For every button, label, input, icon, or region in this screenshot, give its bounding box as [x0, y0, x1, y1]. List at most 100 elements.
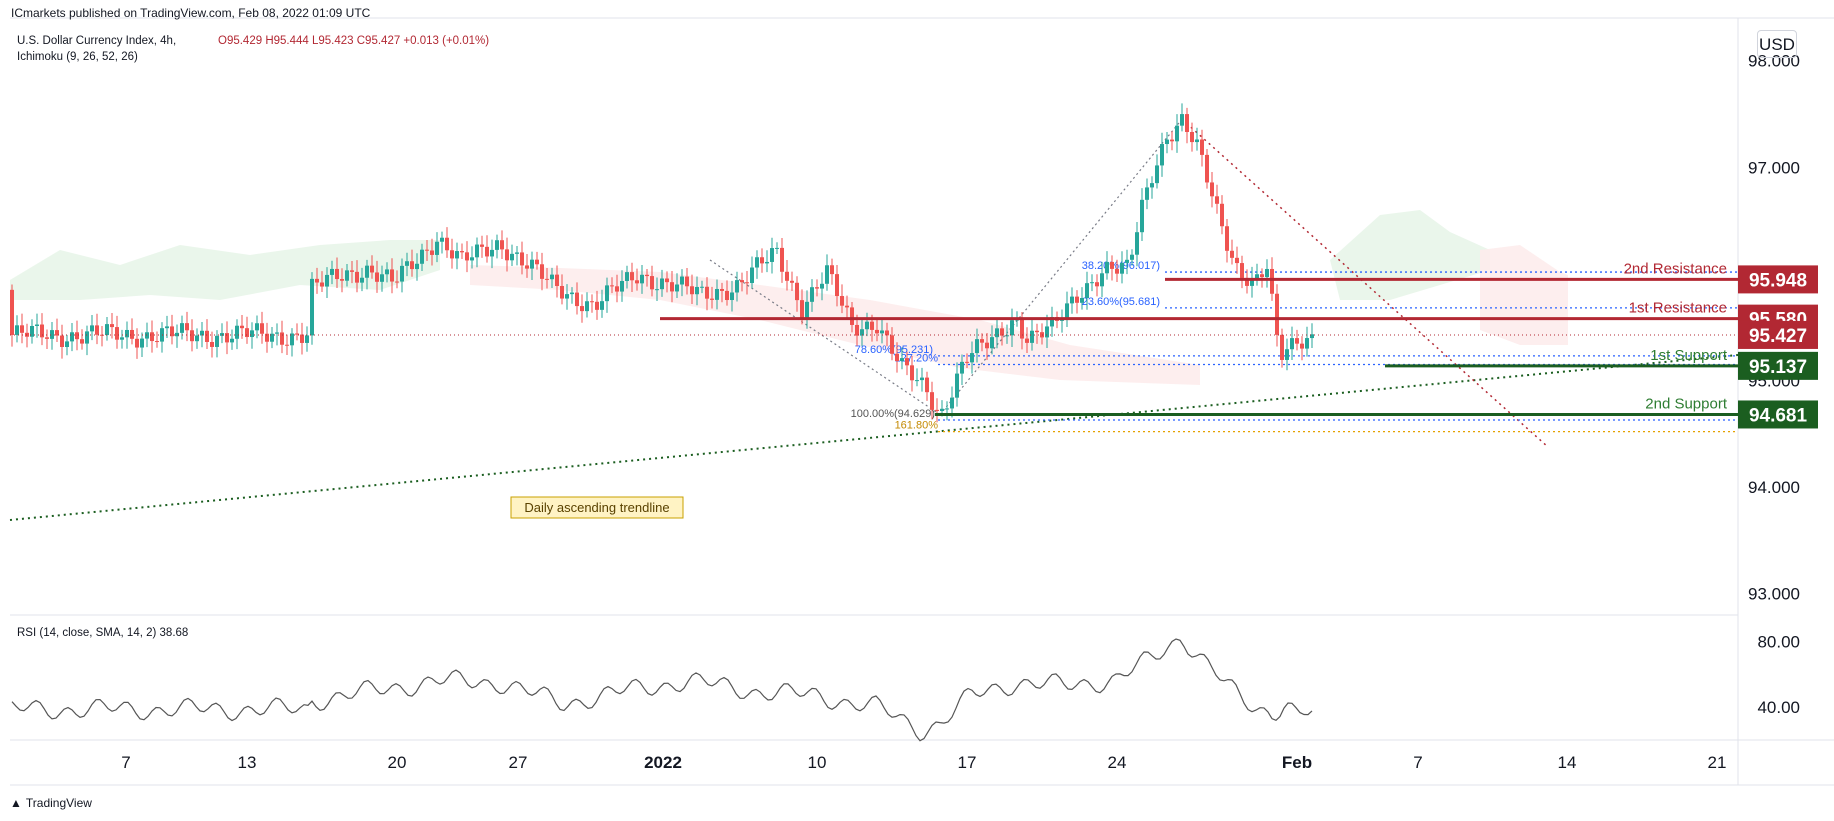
level-label: 2nd Support	[1645, 395, 1728, 412]
candle-body	[645, 274, 649, 277]
candle-body	[125, 329, 129, 338]
candle-body	[900, 358, 904, 361]
candle-body	[895, 353, 899, 361]
price-label-box	[1738, 351, 1818, 380]
candle-body	[1210, 182, 1214, 197]
candle-body	[515, 252, 519, 254]
candle-body	[1155, 165, 1159, 184]
price-label-box	[1738, 265, 1818, 294]
candle-body	[130, 329, 134, 339]
fib-swing-line	[939, 118, 1183, 415]
rsi-line	[11, 638, 1313, 742]
candle-body	[470, 257, 474, 261]
candle-body	[1175, 125, 1179, 142]
candle-body	[1035, 330, 1039, 333]
candle-body	[180, 323, 184, 333]
candle-body	[385, 269, 389, 275]
candle-body	[475, 244, 479, 258]
time-tick-label: 24	[1108, 753, 1127, 772]
candle-body	[1090, 282, 1094, 284]
candle-body	[640, 274, 644, 284]
publish-info: ICmarkets published on TradingView.com, …	[11, 6, 371, 20]
candle-body	[1115, 268, 1119, 274]
candle-body	[265, 333, 269, 342]
candle-body	[1200, 139, 1204, 155]
fibonacci-levels: 38.20%(96.017)23.60%(95.681)78.60%(95.23…	[851, 260, 1738, 433]
time-tick-label: 21	[1708, 753, 1727, 772]
fib-level-label: 161.80%	[895, 420, 939, 432]
candle-body	[245, 328, 249, 338]
candle-body	[695, 286, 699, 295]
candle-body	[785, 271, 789, 281]
candle-body	[1000, 328, 1004, 336]
candle-body	[320, 282, 324, 287]
candle-body	[365, 265, 369, 278]
candle-body	[275, 332, 279, 334]
candle-body	[580, 306, 584, 312]
rsi-tick-label: 80.00	[1757, 632, 1800, 651]
candle-body	[420, 249, 424, 264]
candle-body	[140, 338, 144, 348]
tradingview-logo: ▲ TradingView	[10, 796, 92, 810]
rsi-label: RSI (14, close, SMA, 14, 2) 38.68	[17, 627, 189, 639]
candle-body	[500, 240, 504, 250]
tv-logo-text: TradingView	[25, 796, 92, 810]
candle-body	[75, 332, 79, 340]
candle-body	[185, 323, 189, 331]
candle-body	[990, 337, 994, 349]
candle-body	[440, 237, 444, 242]
candle-body	[1020, 319, 1024, 339]
candle-body	[450, 250, 454, 259]
candle-body	[675, 284, 679, 292]
candle-body	[1005, 335, 1009, 337]
candle-body	[435, 241, 439, 255]
candle-body	[240, 325, 244, 329]
candle-body	[1275, 293, 1279, 335]
candle-body	[205, 330, 209, 342]
candle-body	[1215, 196, 1219, 204]
fib-level-label: 23.60%(95.681)	[1082, 296, 1160, 308]
candle-body	[1310, 334, 1314, 339]
time-tick-label: Feb	[1282, 753, 1312, 772]
candle-body	[50, 330, 54, 339]
price-tick-label: 94.000	[1748, 478, 1800, 497]
time-tick-label: 13	[238, 753, 257, 772]
candle-body	[625, 272, 629, 281]
candle-body	[820, 283, 824, 289]
price-candles	[10, 103, 1314, 423]
tv-logo-icon: ▲	[10, 796, 22, 810]
candle-body	[800, 300, 804, 318]
candle-body	[170, 326, 174, 337]
candle-body	[715, 288, 719, 300]
candle-body	[1050, 317, 1054, 327]
candle-body	[1290, 338, 1294, 350]
candle-body	[1105, 261, 1109, 274]
candle-body	[685, 276, 689, 287]
candle-body	[885, 330, 889, 336]
candle-body	[870, 321, 874, 330]
candle-body	[40, 324, 44, 338]
daily-trendline	[9, 354, 1739, 521]
candle-body	[1010, 320, 1014, 336]
time-tick-label: 7	[1413, 753, 1422, 772]
currency-button[interactable]: USD	[1757, 30, 1797, 58]
candle-body	[425, 249, 429, 251]
candle-body	[805, 301, 809, 318]
time-tick-label: 27	[509, 753, 528, 772]
candle-body	[1045, 326, 1049, 338]
candle-body	[330, 268, 334, 275]
candle-body	[795, 282, 799, 301]
candle-body	[650, 276, 654, 290]
time-tick-label: 7	[121, 753, 130, 772]
candle-body	[1255, 274, 1259, 279]
candle-body	[555, 274, 559, 287]
candle-body	[1280, 334, 1284, 360]
ohlc-values: O95.429 H95.444 L95.423 C95.427 +0.013 (…	[218, 35, 490, 47]
candle-body	[315, 278, 319, 283]
candle-body	[1075, 296, 1079, 303]
candle-body	[1130, 254, 1134, 260]
candle-body	[15, 325, 19, 335]
price-label-text: 95.137	[1749, 357, 1807, 378]
candle-body	[590, 301, 594, 303]
